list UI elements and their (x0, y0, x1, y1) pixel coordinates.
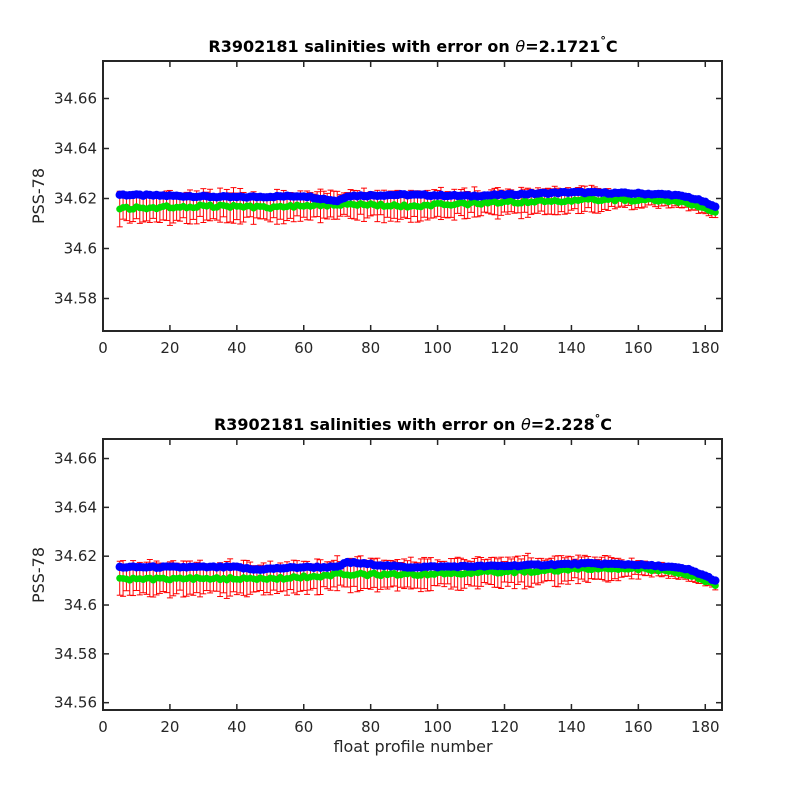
x-tick-label: 180 (691, 339, 720, 357)
axis-ticks: 0 20 40 60 80 100 120 140 160 180 34.56 34.58 34.6 34… (54, 439, 722, 736)
x-tick-label: 160 (624, 718, 653, 736)
y-tick-label: 34.56 (54, 694, 97, 712)
x-tick-label: 100 (423, 339, 452, 357)
panel-bottom-title: R3902181 salinities with error on θ=2.22… (214, 412, 612, 434)
x-tick-label: 20 (160, 718, 179, 736)
x-tick-label: 160 (624, 339, 653, 357)
y-tick-label: 34.66 (54, 90, 97, 108)
float-salinity-series (115, 187, 720, 211)
panel-bottom: R3902181 salinities with error on θ=2.22… (29, 412, 723, 756)
panel-top-ylabel: PSS-78 (29, 168, 48, 224)
x-tick-label: 180 (691, 718, 720, 736)
mapped-salinity-series (116, 194, 719, 216)
y-tick-label: 34.58 (54, 290, 97, 308)
x-tick-label: 120 (490, 339, 519, 357)
panel-top: R3902181 salinities with error on θ=2.17… (29, 34, 723, 357)
panel-bottom-axes-frame (102, 438, 723, 711)
float-salinity-point (711, 576, 720, 585)
x-tick-label: 0 (98, 339, 108, 357)
float-salinity-point (711, 202, 720, 211)
axis-ticks: 0 20 40 60 80 100 120 140 160 180 34.58 34.6 34.62 34… (54, 61, 722, 357)
y-tick-label: 34.62 (54, 190, 97, 208)
x-tick-label: 60 (294, 339, 313, 357)
x-tick-label: 140 (557, 718, 586, 736)
panel-top-axes-frame (102, 60, 723, 332)
y-tick-label: 34.6 (64, 596, 97, 614)
x-tick-label: 120 (490, 718, 519, 736)
x-tick-label: 80 (361, 718, 380, 736)
x-tick-label: 40 (227, 718, 246, 736)
y-tick-label: 34.6 (64, 240, 97, 258)
x-tick-label: 80 (361, 339, 380, 357)
y-tick-label: 34.58 (54, 645, 97, 663)
y-tick-label: 34.66 (54, 450, 97, 468)
panel-bottom-plot (115, 552, 720, 599)
x-tick-label: 140 (557, 339, 586, 357)
y-tick-label: 34.64 (54, 498, 97, 516)
float-salinity-series (115, 557, 720, 585)
panel-bottom-ylabel: PSS-78 (29, 547, 48, 603)
x-tick-label: 40 (227, 339, 246, 357)
x-tick-label: 20 (160, 339, 179, 357)
y-tick-label: 34.64 (54, 140, 97, 158)
panel-top-title: R3902181 salinities with error on θ=2.17… (208, 34, 617, 56)
x-tick-label: 100 (423, 718, 452, 736)
y-tick-label: 34.62 (54, 547, 97, 565)
x-tick-label: 0 (98, 718, 108, 736)
panel-bottom-xlabel: float profile number (333, 737, 493, 756)
panel-top-plot (115, 184, 720, 228)
x-tick-label: 60 (294, 718, 313, 736)
